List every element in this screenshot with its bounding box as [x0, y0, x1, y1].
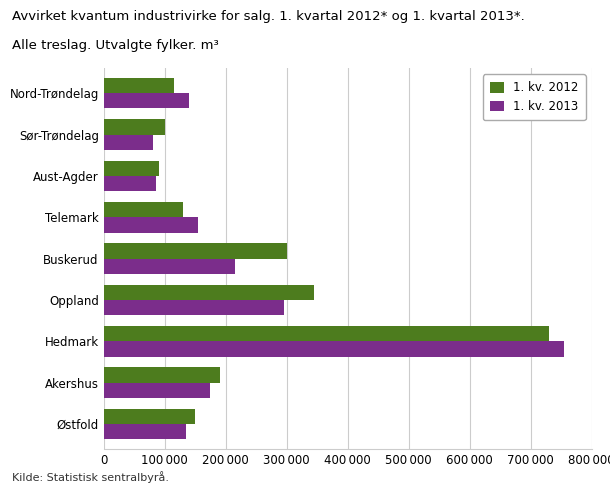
Bar [104, 367, 220, 383]
Bar [104, 78, 174, 93]
Bar [104, 244, 287, 259]
Bar [104, 119, 165, 135]
Bar [104, 202, 183, 217]
Text: Alle treslag. Utvalgte fylker. m³: Alle treslag. Utvalgte fylker. m³ [12, 39, 219, 52]
Text: Kilde: Statistisk sentralbyrå.: Kilde: Statistisk sentralbyrå. [12, 471, 169, 483]
Bar [104, 285, 314, 300]
Bar [104, 326, 549, 342]
Legend: 1. kv. 2012, 1. kv. 2013: 1. kv. 2012, 1. kv. 2013 [483, 74, 586, 121]
Bar [104, 259, 235, 274]
Bar [104, 176, 156, 191]
Bar [104, 424, 186, 439]
Bar [104, 383, 210, 398]
Text: Avvirket kvantum industrivirke for salg. 1. kvartal 2012* og 1. kvartal 2013*.: Avvirket kvantum industrivirke for salg.… [12, 10, 525, 23]
Bar [104, 409, 195, 424]
Bar [104, 161, 159, 176]
Bar [104, 342, 564, 357]
Bar [104, 93, 189, 108]
Bar [104, 217, 198, 233]
Bar [104, 135, 152, 150]
Bar [104, 300, 284, 315]
